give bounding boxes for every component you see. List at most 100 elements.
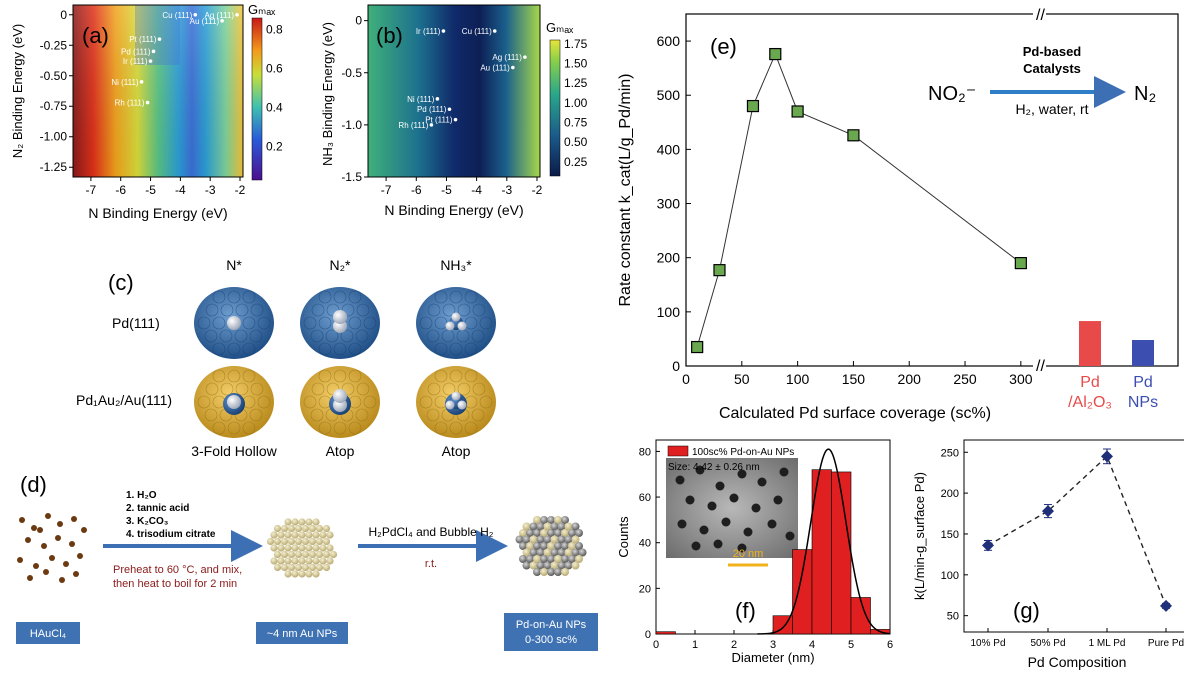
pd-au-atom	[575, 555, 583, 563]
tem-particle	[743, 527, 753, 537]
pd-au-atom	[557, 535, 566, 544]
tem-particle	[767, 519, 777, 529]
lattice-atom	[341, 382, 355, 396]
au-atom	[270, 557, 278, 565]
surface-model	[194, 287, 274, 359]
colorbar-tick: 1.25	[564, 76, 588, 90]
xtick-label: -6	[411, 183, 422, 197]
mid-label: ~4 nm Au NPs	[267, 628, 338, 640]
pd-au-atom	[540, 529, 548, 537]
lattice-atom	[442, 382, 456, 396]
au-atom	[291, 518, 299, 526]
series-line	[987, 455, 1167, 607]
h-atom	[457, 400, 467, 410]
lattice-atom	[257, 395, 271, 409]
pd-au-atom	[557, 522, 566, 531]
lattice-atom	[442, 303, 456, 317]
data-point	[511, 65, 515, 70]
au-atom	[284, 518, 292, 526]
data-point	[435, 97, 440, 101]
panel-e: 0 50 100 150 200 250 300 0 100 200 300 400 500 600 Cal…	[617, 7, 1179, 422]
pd-au-atom	[515, 535, 524, 544]
pd-au-atom	[540, 568, 548, 576]
bar-label-line1: Pd	[1080, 374, 1100, 391]
step-2: 2. tannic acid	[126, 503, 189, 514]
lattice-atom	[212, 342, 226, 356]
xtick-label: 1 ML Pd	[1089, 638, 1126, 649]
panel-b-points: Cu (111) Ir (111) Ag (111) Au (111) Ni (111)…	[398, 27, 527, 130]
panel-b-label: (b)	[376, 23, 403, 48]
pd-au-atom	[561, 568, 569, 576]
axis-title-x: Pd Composition	[1028, 654, 1127, 670]
pd-au-atom	[557, 548, 566, 557]
colorbar-b	[549, 39, 561, 177]
ytick-label: 150	[941, 529, 959, 541]
lattice-atom	[419, 395, 433, 409]
ytick-label: 200	[657, 250, 681, 266]
lattice-atom	[479, 395, 493, 409]
axis-title-x: Diameter (nm)	[731, 650, 814, 665]
xtick-label: 1	[692, 639, 698, 651]
au-nanoparticle	[266, 518, 338, 578]
xtick-label: Pure Pd	[1148, 638, 1184, 649]
pd-au-atom	[529, 522, 538, 531]
au-atom	[298, 531, 306, 539]
lattice-atom	[303, 316, 317, 330]
precursor-dot	[77, 553, 83, 559]
ytick-label: 0	[60, 8, 67, 22]
pd-au-atom	[561, 516, 569, 524]
axis-title-x: Calculated Pd surface coverage (sc%)	[719, 405, 991, 422]
panel-a: (a) Gₘₐₓ 0.2 0.4 0.6 0.8 Cu (111) Ag (111)Au…	[10, 2, 283, 221]
lattice-atom	[348, 342, 362, 356]
panel-f-histogram	[655, 448, 891, 635]
ytick-label: 200	[941, 488, 959, 500]
au-atom	[305, 518, 313, 526]
lattice-atom	[434, 421, 448, 435]
panel-b-ylabel: NH₃ Binding Energy (eV)	[320, 22, 335, 166]
xtick-label: -2	[235, 183, 246, 197]
pd-au-atom	[536, 522, 545, 531]
au-atom	[315, 563, 324, 572]
step-1: 1. H₂O	[126, 490, 157, 501]
point-label: Cu (111)	[162, 11, 192, 20]
lattice-atom	[227, 421, 241, 435]
au-atom	[270, 531, 278, 539]
ytick-label: 0	[645, 629, 651, 641]
heatmap-a-shade	[73, 5, 243, 177]
precursor-dot	[59, 577, 65, 583]
pd-au-atom	[571, 535, 580, 544]
precursor-dot	[57, 521, 63, 527]
lattice-atom	[419, 316, 433, 330]
xtick-label: 2	[731, 639, 737, 651]
au-atom	[291, 557, 299, 565]
legend-text-f: 100sc% Pd-on-Au NPs	[692, 447, 794, 458]
pd-au-atom	[536, 561, 545, 570]
precursor-dot	[71, 516, 77, 522]
precursor-dot	[31, 525, 37, 531]
au-atom	[273, 563, 282, 572]
pd-au-atom	[557, 561, 566, 570]
tem-particle	[785, 531, 795, 541]
point-label: Ir (111)	[416, 27, 441, 36]
xtick-label: -4	[471, 183, 482, 197]
ytick-label: 500	[657, 87, 681, 103]
data-marker	[769, 47, 782, 61]
au-atom	[273, 550, 282, 559]
panel-f-label: (f)	[735, 598, 756, 623]
pd-au-atom	[568, 542, 576, 550]
lattice-atom	[242, 421, 256, 435]
lattice-atom	[235, 303, 249, 317]
lattice-atom	[249, 408, 263, 422]
pd-au-atom	[550, 548, 559, 557]
point-label: Rh (111)	[115, 99, 145, 108]
tem-particle	[779, 467, 789, 477]
xtick-label: -7	[86, 183, 97, 197]
lattice-atom	[318, 316, 332, 330]
colorbar-b-ticks: 0.25 0.50 0.75 1.00 1.25 1.50 1.75	[564, 37, 588, 169]
au-atom	[287, 537, 296, 546]
bar-label-line2: NPs	[1128, 394, 1158, 411]
pd-au-atom	[543, 548, 552, 557]
ytick-label: 600	[657, 33, 681, 49]
data-point	[220, 19, 224, 23]
pd-au-atom	[519, 529, 527, 537]
